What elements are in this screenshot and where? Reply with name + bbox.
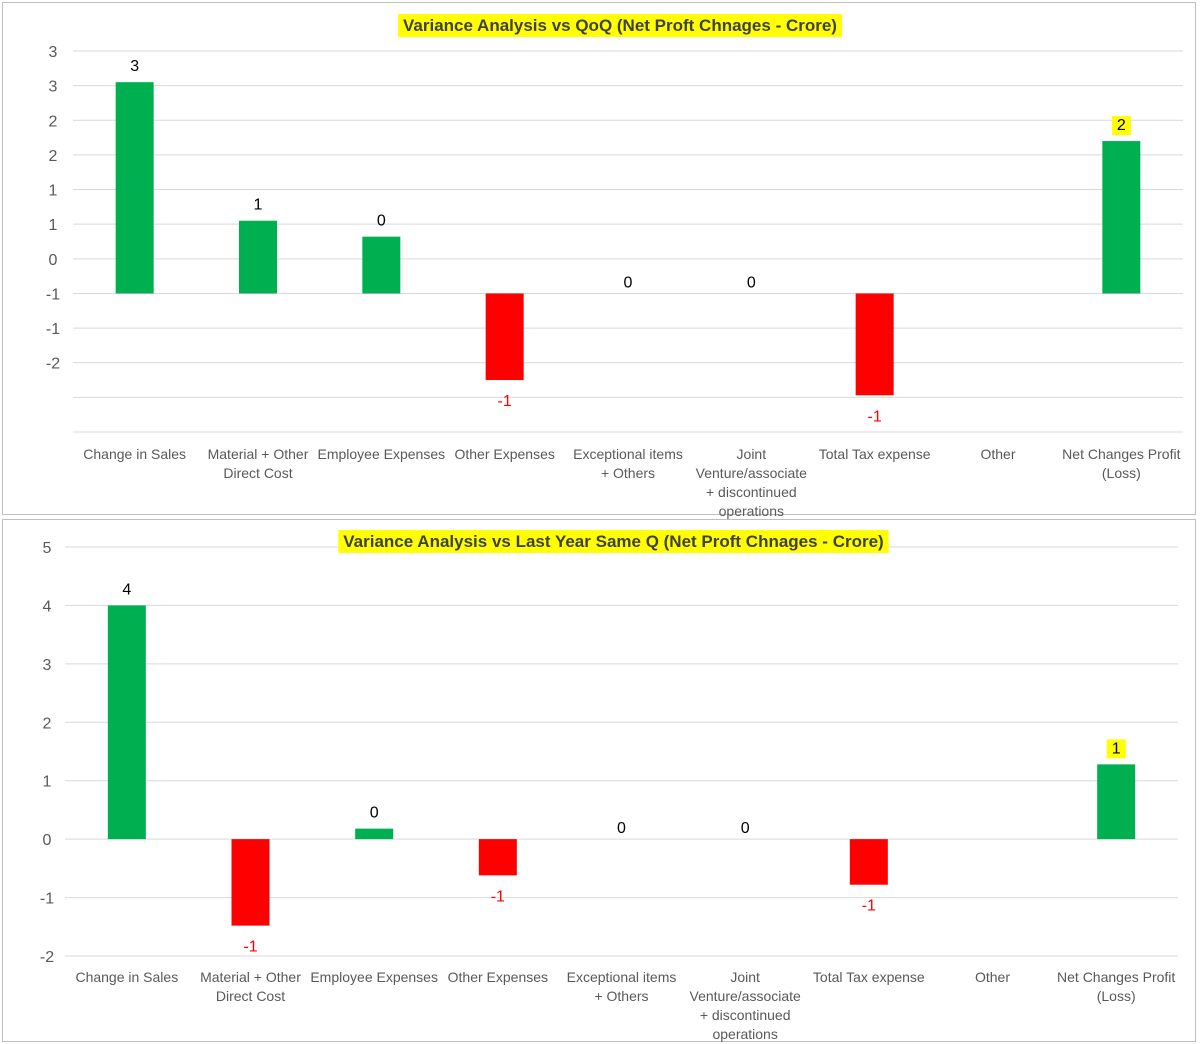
title-highlight — [398, 14, 842, 37]
x-category-label: operations — [712, 1026, 777, 1042]
data-label: 0 — [377, 213, 386, 230]
x-category-label: Joint — [737, 446, 767, 462]
data-label: 0 — [624, 274, 633, 291]
y-tick-label: 1 — [49, 217, 58, 234]
x-category-label: Other Expenses — [454, 446, 554, 462]
x-category-label: Total Tax expense — [813, 969, 925, 985]
x-category-label: Other — [980, 446, 1015, 462]
y-tick-label: 0 — [49, 252, 58, 269]
y-tick-label: 1 — [43, 774, 52, 791]
data-label: -1 — [868, 408, 882, 425]
bar — [478, 839, 517, 876]
data-label: 1 — [254, 197, 263, 214]
data-label: 0 — [370, 805, 379, 822]
y-tick-label: -2 — [46, 356, 60, 373]
x-category-label: Material + Other — [200, 969, 301, 985]
variance-chart-last-year: 5 4 3 2 1 0 -1 -2 Variance Analysis vs Last Year… — [40, 530, 1178, 1042]
data-label: -1 — [498, 393, 512, 410]
x-category-label: Exceptional items — [567, 969, 677, 985]
y-tick-label: 2 — [49, 148, 58, 165]
x-category-label: + Others — [601, 465, 655, 481]
y-tick-label: -1 — [46, 321, 60, 338]
data-label: -1 — [862, 898, 876, 915]
x-category-label: Other Expenses — [448, 969, 548, 985]
title-highlight — [338, 530, 889, 553]
x-category-label: Change in Sales — [75, 969, 178, 985]
x-category-label: Exceptional items — [573, 446, 683, 462]
x-category-label: (Loss) — [1097, 988, 1136, 1004]
bar — [849, 839, 888, 885]
x-category-label: (Loss) — [1102, 465, 1141, 481]
x-category-label: Employee Expenses — [310, 969, 438, 985]
x-category-label: operations — [719, 503, 784, 519]
x-category-label: Employee Expenses — [318, 446, 446, 462]
y-tick-label: 3 — [49, 44, 58, 61]
x-category-label: + discontinued — [706, 484, 797, 500]
bar — [485, 293, 524, 381]
y-tick-label: 3 — [49, 79, 58, 96]
chart-title: Variance Analysis vs QoQ (Net Proft Chna… — [403, 16, 837, 35]
data-label: 3 — [130, 58, 139, 75]
x-category-label: Change in Sales — [83, 446, 186, 462]
x-category-label: Direct Cost — [223, 465, 292, 481]
x-category-label: Total Tax expense — [819, 446, 931, 462]
bar — [362, 236, 401, 294]
data-label: 2 — [1117, 117, 1126, 134]
y-tick-label: 5 — [43, 540, 52, 557]
bar — [231, 839, 270, 926]
x-category-label: Material + Other — [208, 446, 309, 462]
y-tick-label: 4 — [43, 598, 52, 615]
bar — [355, 828, 394, 840]
y-tick-label: 1 — [49, 183, 58, 200]
data-label: 0 — [747, 274, 756, 291]
y-tick-label: -2 — [40, 949, 54, 966]
bar — [239, 220, 277, 294]
x-category-label: Joint — [730, 969, 760, 985]
bar — [107, 605, 146, 840]
chart-panel-qoq: 3 3 2 2 1 1 0 -1 -1 -2 Variance Analysis vs QoQ (N… — [2, 2, 1196, 519]
chart-panel-last-year: 5 4 3 2 1 0 -1 -2 Variance Analysis vs Last Year… — [2, 519, 1196, 1042]
x-category-label: Venture/associate — [690, 988, 802, 1004]
data-label-highlight — [1106, 739, 1126, 759]
y-tick-label: -1 — [40, 891, 54, 908]
y-tick-label: 0 — [43, 832, 52, 849]
y-tick-label: 2 — [43, 715, 52, 732]
x-category-label: Net Changes Profit — [1057, 969, 1175, 985]
data-label: 4 — [122, 581, 131, 598]
data-label: 0 — [741, 820, 750, 837]
x-category-label: + Others — [594, 988, 648, 1004]
bar — [1102, 141, 1141, 294]
data-label: 0 — [617, 820, 626, 837]
x-category-label: Direct Cost — [216, 988, 285, 1004]
data-label: -1 — [243, 939, 257, 956]
y-tick-label: -1 — [46, 286, 60, 303]
data-label: -1 — [491, 888, 505, 905]
x-category-label: Venture/associate — [696, 465, 808, 481]
bar — [1097, 764, 1136, 840]
x-category-label: Other — [975, 969, 1010, 985]
data-label-highlight — [1111, 116, 1131, 136]
bar — [855, 293, 894, 396]
bar — [115, 82, 154, 294]
y-tick-label: 2 — [49, 113, 58, 130]
x-category-label: + discontinued — [700, 1007, 791, 1023]
data-label: 1 — [1112, 740, 1121, 757]
y-tick-label: 3 — [43, 657, 52, 674]
variance-chart-qoq: 3 3 2 2 1 1 0 -1 -1 -2 Variance Analysis vs QoQ (N… — [46, 14, 1183, 519]
chart-title: Variance Analysis vs Last Year Same Q (N… — [343, 532, 883, 551]
x-category-label: Net Changes Profit — [1062, 446, 1180, 462]
